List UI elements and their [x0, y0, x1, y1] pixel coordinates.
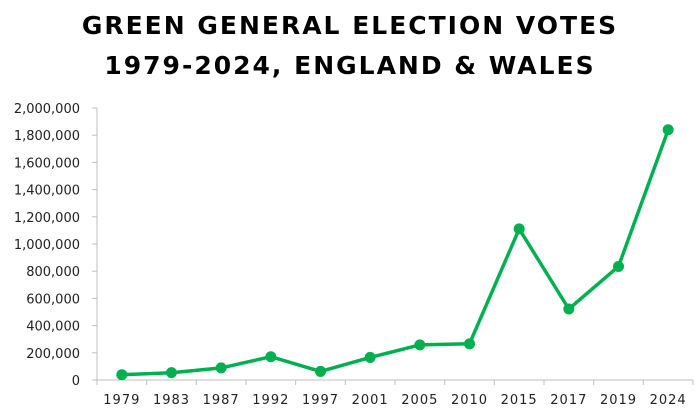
y-tick-label: 1,600,000	[14, 156, 80, 171]
y-tick-label: 800,000	[26, 265, 80, 280]
series-green-votes	[116, 124, 674, 381]
y-tick-label: 1,400,000	[14, 184, 80, 199]
y-tick-label: 1,800,000	[14, 129, 80, 144]
x-tick-label: 1987	[203, 393, 240, 408]
data-point-1992	[265, 351, 277, 363]
x-tick-label: 2010	[451, 393, 488, 408]
chart-title: GREEN GENERAL ELECTION VOTES 1979-2024, …	[0, 6, 700, 86]
data-point-2001	[364, 351, 376, 363]
y-axis-ticks: 0 200,000 400,000 600,000 800,000 1,000,000 1,…	[14, 102, 97, 389]
x-axis-ticks: 1979 1983 1987 1992 1997 2001 2005 2010 2015 2017…	[96, 380, 694, 408]
data-point-2017	[563, 303, 575, 315]
x-tick-label: 2005	[401, 393, 438, 408]
data-point-2024	[662, 124, 674, 136]
data-point-1979	[116, 369, 128, 381]
x-tick-label: 1992	[252, 393, 289, 408]
x-tick-label: 1979	[103, 393, 140, 408]
y-tick-label: 0	[72, 374, 80, 389]
series-line	[120, 128, 670, 377]
data-point-2005	[414, 339, 426, 351]
data-point-1987	[215, 362, 227, 374]
chart-title-line-2: 1979-2024, ENGLAND & WALES	[104, 51, 596, 80]
x-tick-label: 2017	[550, 393, 587, 408]
y-tick-label: 1,000,000	[14, 238, 80, 253]
data-point-2019	[613, 260, 624, 272]
data-point-2010	[464, 338, 475, 350]
y-tick-label: 1,200,000	[14, 211, 80, 226]
x-tick-label: 2001	[352, 393, 389, 408]
x-tick-label: 2019	[600, 393, 637, 408]
x-tick-label: 2024	[650, 393, 687, 408]
axes	[96, 108, 693, 381]
data-point-1983	[166, 367, 177, 379]
y-tick-label: 400,000	[26, 320, 80, 335]
data-point-2015	[513, 223, 525, 235]
y-tick-label: 2,000,000	[14, 102, 80, 117]
y-tick-label: 200,000	[26, 347, 80, 362]
data-point-1997	[315, 365, 326, 377]
y-tick-label: 600,000	[26, 292, 80, 307]
chart-title-line-1: GREEN GENERAL ELECTION VOTES	[81, 11, 619, 40]
x-tick-label: 1997	[302, 393, 339, 408]
x-tick-label: 1983	[153, 393, 190, 408]
x-tick-label: 2015	[501, 393, 538, 408]
